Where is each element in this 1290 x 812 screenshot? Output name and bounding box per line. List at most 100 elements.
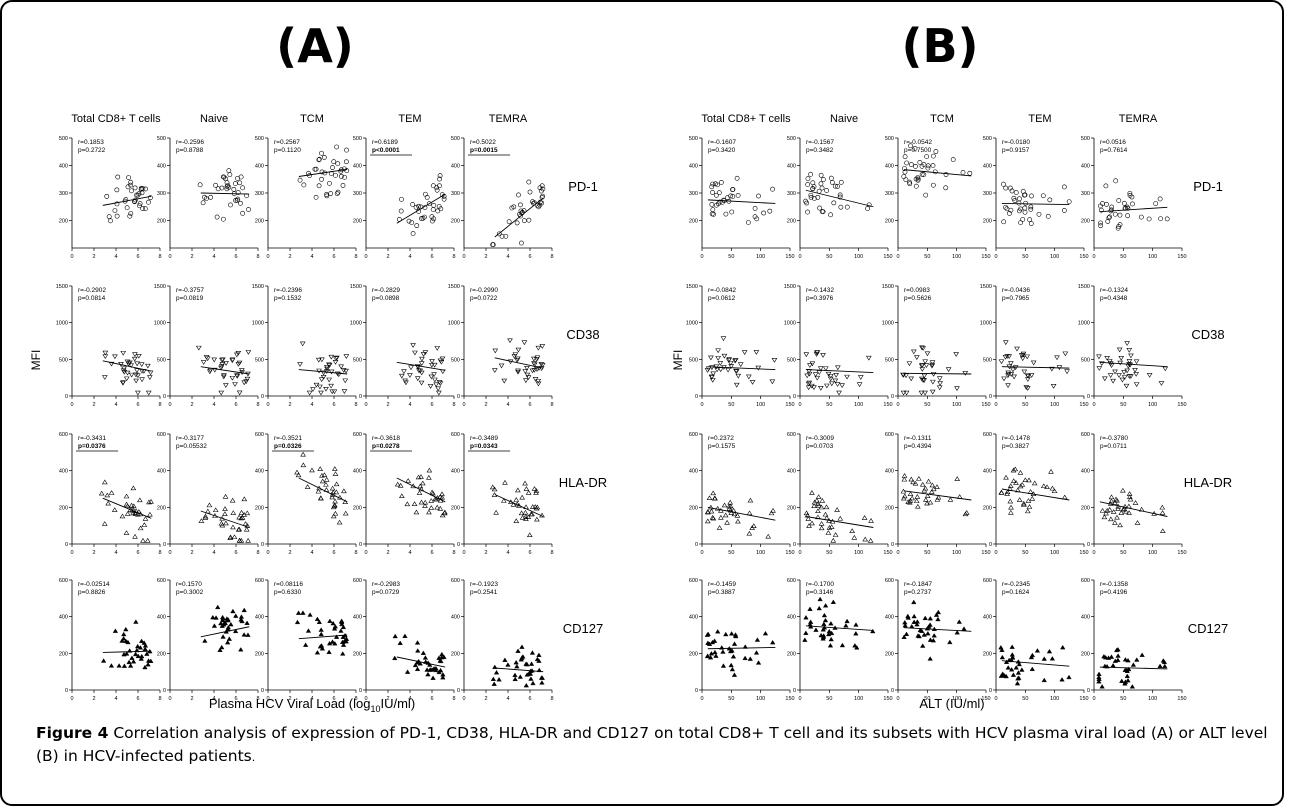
data-point bbox=[536, 652, 542, 657]
data-point bbox=[908, 162, 914, 167]
data-point bbox=[333, 173, 338, 178]
data-point bbox=[808, 192, 814, 198]
data-point bbox=[232, 382, 238, 387]
data-point bbox=[434, 504, 441, 510]
data-point bbox=[317, 384, 323, 390]
data-point bbox=[825, 530, 832, 535]
regression-line bbox=[396, 361, 446, 371]
data-point bbox=[340, 642, 347, 647]
data-point bbox=[433, 382, 439, 388]
data-point bbox=[826, 525, 833, 530]
y-tick-label: 200 bbox=[353, 505, 362, 511]
y-tick-label: 500 bbox=[689, 357, 698, 363]
data-point bbox=[522, 480, 528, 486]
p-value: p=0.0015 bbox=[470, 147, 498, 154]
data-point bbox=[127, 213, 133, 219]
data-point bbox=[304, 484, 311, 489]
x-tick-label: 0 bbox=[994, 550, 997, 556]
y-tick-label: 500 bbox=[1081, 136, 1090, 142]
data-point bbox=[1133, 372, 1139, 377]
data-point bbox=[439, 654, 445, 660]
y-tick-label: 1500 bbox=[686, 284, 698, 290]
data-point bbox=[917, 160, 923, 165]
data-point bbox=[803, 630, 809, 635]
data-point bbox=[828, 621, 834, 626]
data-point bbox=[394, 481, 401, 487]
data-point bbox=[397, 640, 403, 645]
data-point bbox=[717, 361, 724, 366]
x-tick-label: 8 bbox=[452, 550, 455, 556]
data-point bbox=[830, 537, 837, 543]
y-tick-label: 0 bbox=[793, 394, 796, 400]
data-point bbox=[861, 515, 868, 520]
data-point bbox=[924, 500, 930, 506]
row-label: PD-1 bbox=[568, 179, 598, 194]
data-point bbox=[340, 624, 347, 630]
data-point bbox=[921, 172, 927, 178]
data-point bbox=[720, 663, 727, 668]
r-value: r=-0.2983 bbox=[372, 581, 400, 588]
data-point bbox=[953, 352, 959, 357]
data-point bbox=[1005, 370, 1012, 376]
panel-a: (A)Total CD8+ T cells Naive TCM TEM TEMRAMFI… bbox=[29, 19, 607, 714]
y-tick-label: 400 bbox=[451, 469, 460, 475]
data-point bbox=[515, 347, 522, 353]
y-tick-label: 600 bbox=[255, 432, 264, 438]
y-tick-label: 1500 bbox=[448, 284, 460, 290]
regression-line bbox=[805, 189, 874, 208]
p-value: p=0.3976 bbox=[806, 295, 834, 302]
y-tick-label: 1000 bbox=[1078, 321, 1090, 327]
data-point bbox=[319, 169, 325, 175]
data-point bbox=[523, 378, 529, 384]
regression-line bbox=[1001, 203, 1070, 205]
data-point bbox=[299, 341, 306, 347]
data-point bbox=[146, 199, 151, 205]
data-point bbox=[238, 515, 245, 521]
data-point bbox=[828, 175, 834, 181]
data-point bbox=[767, 208, 773, 214]
data-point bbox=[437, 173, 443, 179]
x-tick-label: 8 bbox=[452, 402, 455, 408]
data-point bbox=[803, 615, 809, 620]
data-point bbox=[235, 362, 242, 367]
data-point bbox=[1010, 467, 1017, 473]
data-point bbox=[515, 368, 521, 374]
data-point bbox=[1013, 665, 1019, 670]
data-point bbox=[203, 196, 209, 202]
data-point bbox=[906, 361, 913, 367]
x-tick-label: 2 bbox=[484, 550, 487, 556]
regression-line bbox=[805, 516, 874, 528]
data-point bbox=[1014, 346, 1020, 352]
data-point bbox=[1101, 514, 1108, 520]
data-point bbox=[145, 363, 151, 369]
y-tick-label: 200 bbox=[451, 219, 460, 225]
data-point bbox=[418, 474, 424, 479]
data-point bbox=[245, 537, 251, 543]
p-value: p=0.9157 bbox=[1002, 147, 1030, 154]
data-point bbox=[128, 179, 134, 185]
data-point bbox=[343, 368, 349, 374]
data-point bbox=[822, 366, 829, 372]
data-point bbox=[138, 186, 144, 192]
data-point bbox=[933, 612, 940, 617]
data-point bbox=[319, 357, 325, 363]
data-point bbox=[911, 599, 917, 605]
y-tick-label: 0 bbox=[793, 688, 796, 694]
data-point bbox=[328, 383, 334, 389]
x-tick-label: 0 bbox=[896, 550, 899, 556]
x-axis-label: Plasma HCV Viral Load (log10IU/ml) bbox=[209, 696, 415, 714]
p-value: p=0.0612 bbox=[708, 295, 736, 302]
regression-line bbox=[298, 369, 348, 375]
data-point bbox=[1028, 654, 1035, 660]
data-point bbox=[220, 216, 226, 222]
data-point bbox=[489, 484, 496, 490]
y-tick-label: 300 bbox=[1081, 191, 1090, 197]
data-point bbox=[332, 510, 339, 516]
data-point bbox=[1011, 374, 1017, 380]
r-value: r=-0.0842 bbox=[708, 287, 736, 294]
data-point bbox=[822, 511, 829, 517]
column-header: TEMRA bbox=[1119, 113, 1158, 125]
